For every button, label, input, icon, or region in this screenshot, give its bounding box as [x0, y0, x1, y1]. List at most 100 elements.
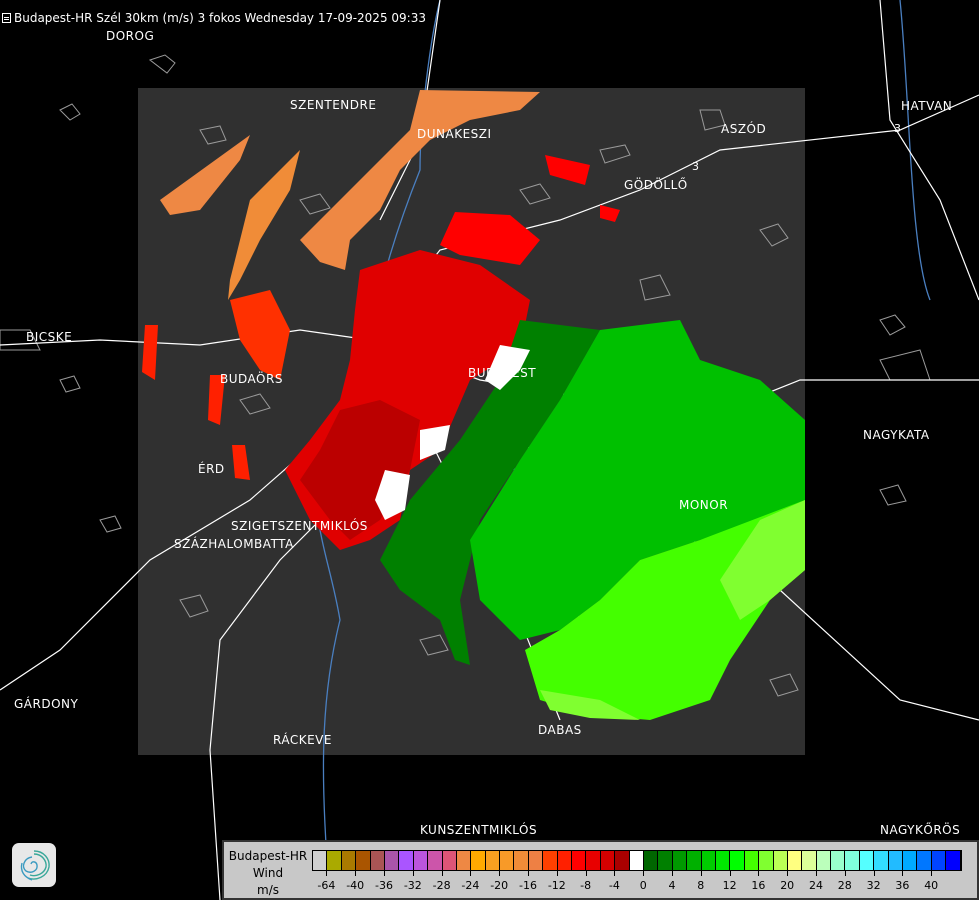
legend-tick-label: -16: [519, 879, 537, 892]
legend-tick: [441, 870, 443, 876]
legend-swatch: [759, 851, 774, 870]
legend-swatch: [744, 851, 760, 870]
legend-swatch: [399, 851, 414, 870]
echo-red-west: [230, 290, 290, 380]
city-label: HATVAN: [901, 99, 953, 113]
legend-tick: [556, 870, 558, 876]
legend-tick-label: 16: [751, 879, 766, 892]
city-label: SZENTENDRE: [290, 98, 377, 112]
city-label: MONOR: [679, 498, 729, 512]
city-label: ÉRD: [198, 462, 225, 476]
legend-swatch: [341, 851, 357, 870]
legend-tick: [729, 870, 731, 876]
legend-swatch: [687, 851, 702, 870]
echo-red-small: [440, 155, 620, 265]
legend-tick-label: -40: [346, 879, 365, 892]
legend-swatch: [413, 851, 429, 870]
legend-tick: [614, 870, 616, 876]
legend-tick: [326, 870, 328, 876]
legend-swatch: [658, 851, 673, 870]
city-label: SZÁZHALOMBATTA: [174, 537, 294, 551]
legend-swatch: [931, 851, 947, 870]
legend-tick-label: -12: [547, 879, 566, 892]
legend-tick-label: 12: [722, 879, 737, 892]
legend-swatch: [643, 851, 659, 870]
legend-swatch: [600, 851, 616, 870]
legend-tick: [412, 870, 414, 876]
legend-tick-label: 32: [866, 879, 881, 892]
logo: [12, 843, 56, 887]
legend-tick: [787, 870, 789, 876]
city-label: GÖDÖLLŐ: [624, 178, 688, 192]
legend-swatch: [946, 851, 961, 870]
road-number: 3: [692, 160, 700, 173]
legend-swatch: [471, 851, 486, 870]
title-text: Budapest-HR Szél 30km (m/s) 3 fokos Wedn…: [14, 11, 426, 25]
city-label: DABAS: [538, 723, 582, 737]
city-label: BUDAPEST: [468, 366, 537, 380]
legend-tick: [700, 870, 702, 876]
legend-swatch: [615, 851, 630, 870]
legend-tick-label: -8: [580, 879, 592, 892]
legend-swatch: [327, 851, 342, 870]
legend-swatch: [557, 851, 573, 870]
legend-swatch: [629, 851, 644, 870]
legend-tick-label: -64: [317, 879, 336, 892]
echo-red-strip: [142, 325, 250, 480]
legend-tick-label: -32: [403, 879, 422, 892]
legend-tick-label: 0: [639, 879, 647, 892]
city-label: BUDAÖRS: [220, 372, 283, 386]
echo-darkred: [300, 400, 420, 540]
city-label: ASZÓD: [721, 122, 767, 136]
city-label: GÁRDONY: [14, 697, 79, 711]
legend-swatch: [356, 851, 371, 870]
echo-orange-west: [160, 135, 250, 215]
legend-tick-label: 4: [668, 879, 676, 892]
legend-swatch: [888, 851, 904, 870]
legend-source: Budapest-HR: [228, 849, 308, 863]
legend-swatch: [787, 851, 803, 870]
legend-swatch: [456, 851, 472, 870]
legend-swatch: [442, 851, 457, 870]
document-icon[interactable]: [2, 13, 11, 23]
legend-tick: [672, 870, 673, 876]
legend-swatch: [384, 851, 400, 870]
legend-swatch: [672, 851, 688, 870]
legend-swatch: [485, 851, 501, 870]
legend-swatch: [528, 851, 544, 870]
city-label: BICSKE: [26, 330, 73, 344]
legend-tick: [902, 870, 904, 876]
legend-swatch: [572, 851, 587, 870]
legend-swatch: [514, 851, 529, 870]
settlement-outlines: [0, 54, 931, 697]
echo-white: [375, 345, 530, 520]
legend-tick-label: 20: [780, 879, 795, 892]
legend-swatch: [701, 851, 716, 870]
legend-tick: [470, 870, 472, 876]
legend-tick-label: -28: [432, 879, 451, 892]
color-legend: Budapest-HR Wind m/s -64 -40 -36 -32 -28 -24-…: [222, 840, 979, 900]
road-number: 3: [894, 122, 902, 135]
legend-tick: [844, 870, 846, 876]
legend-swatch: [543, 851, 558, 870]
legend-tick-label: -20: [490, 879, 509, 892]
legend-tick: [643, 870, 645, 876]
legend-swatch: [845, 851, 860, 870]
echo-green-dark: [380, 320, 600, 665]
legend-tick-label: 24: [809, 879, 823, 892]
legend-swatch: [313, 851, 328, 870]
legend-swatch: [773, 851, 788, 870]
legend-color-bar: [312, 850, 962, 871]
city-label: DUNAKESZI: [417, 127, 492, 141]
legend-tick: [585, 870, 587, 876]
echo-green-mid: [470, 320, 805, 640]
legend-tick: [384, 870, 385, 876]
legend-tick-label: 36: [895, 879, 910, 892]
legend-tick: [528, 870, 529, 876]
city-label: RÁCKEVE: [273, 733, 332, 747]
city-label: SZIGETSZENTMIKLÓS: [231, 519, 368, 533]
legend-swatch: [816, 851, 832, 870]
legend-swatch: [715, 851, 731, 870]
legend-swatch: [586, 851, 601, 870]
